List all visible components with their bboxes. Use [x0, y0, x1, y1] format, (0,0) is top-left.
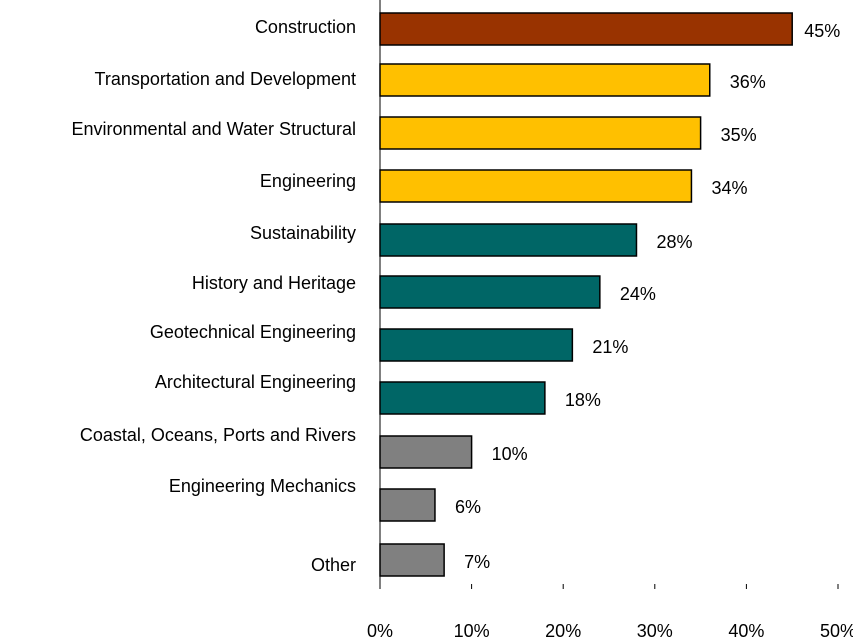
x-tick-label: 0%	[367, 621, 393, 641]
value-label: 24%	[620, 284, 656, 304]
value-label: 21%	[592, 337, 628, 357]
bar	[379, 275, 601, 309]
bar	[379, 116, 702, 150]
bar	[379, 12, 793, 46]
value-label: 7%	[464, 552, 490, 572]
value-label: 28%	[656, 232, 692, 252]
x-tick-label: 20%	[545, 621, 581, 641]
bar	[379, 223, 638, 257]
bar	[379, 543, 445, 577]
category-label: Coastal, Oceans, Ports and Rivers	[80, 425, 356, 445]
category-label: Sustainability	[250, 223, 356, 243]
x-tick-label: 10%	[454, 621, 490, 641]
value-label: 10%	[492, 444, 528, 464]
value-label: 36%	[730, 72, 766, 92]
bar	[379, 328, 574, 362]
value-label: 34%	[711, 178, 747, 198]
value-label: 45%	[804, 21, 840, 41]
category-label: Other	[311, 555, 356, 575]
category-label: Geotechnical Engineering	[150, 322, 356, 342]
bar	[379, 435, 473, 469]
bar	[379, 381, 546, 415]
x-tick-label: 40%	[728, 621, 764, 641]
category-label: Environmental and Water Structural	[72, 119, 356, 139]
x-tick-label: 50%	[820, 621, 853, 641]
category-label: Construction	[255, 17, 356, 37]
value-label: 18%	[565, 390, 601, 410]
value-label: 6%	[455, 497, 481, 517]
value-label: 35%	[721, 125, 757, 145]
category-label: History and Heritage	[192, 273, 356, 293]
bar	[379, 488, 436, 522]
bar	[379, 169, 693, 203]
bar	[379, 63, 711, 97]
x-tick-label: 30%	[637, 621, 673, 641]
category-label: Transportation and Development	[95, 69, 356, 89]
category-label: Engineering Mechanics	[169, 476, 356, 496]
category-label: Engineering	[260, 171, 356, 191]
category-label: Architectural Engineering	[155, 372, 356, 392]
